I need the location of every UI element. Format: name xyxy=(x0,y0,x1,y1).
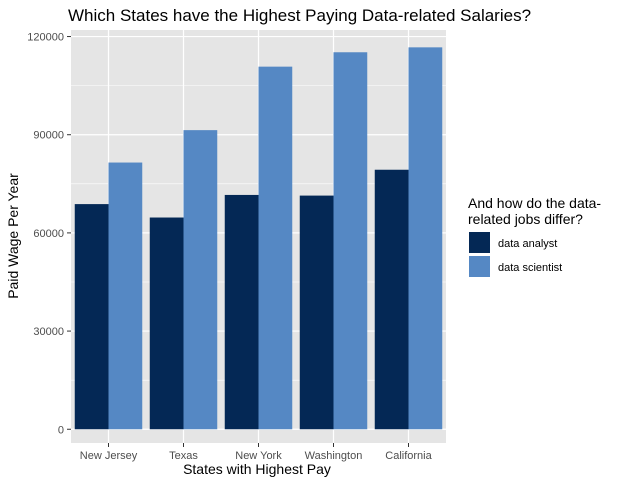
bar-data-scientist-california xyxy=(408,47,443,430)
bar-data-analyst-new-jersey xyxy=(74,204,109,430)
legend-title-line-1: And how do the data- xyxy=(468,195,601,211)
y-axis-title: Paid Wage Per Year xyxy=(5,173,21,299)
bar-data-analyst-washington xyxy=(299,195,334,430)
x-axis-title: States with Highest Pay xyxy=(183,461,331,477)
x-axis: New Jersey Texas New York Washington Califor… xyxy=(80,443,433,462)
bar-data-analyst-new-york xyxy=(224,194,259,430)
bars xyxy=(74,47,443,430)
legend-title-line-2: related jobs differ? xyxy=(468,211,583,227)
bar-data-scientist-washington xyxy=(333,52,368,430)
legend-key-data-scientist xyxy=(469,256,490,277)
x-tick-label: Texas xyxy=(169,450,198,462)
legend: And how do the data- related jobs differ… xyxy=(468,195,601,277)
x-tick-label: New York xyxy=(235,450,282,462)
bar-data-scientist-texas xyxy=(183,130,218,430)
chart-title: Which States have the Highest Paying Dat… xyxy=(68,6,531,25)
x-tick-label: California xyxy=(385,450,432,462)
y-tick-label: 30000 xyxy=(33,326,64,338)
y-tick-label: 0 xyxy=(58,424,64,436)
legend-label-data-analyst: data analyst xyxy=(498,238,557,250)
y-tick-label: 120000 xyxy=(27,32,64,44)
bar-data-scientist-new-jersey xyxy=(108,162,143,430)
y-tick-label: 60000 xyxy=(33,228,64,240)
y-axis: 0 30000 60000 90000 120000 xyxy=(27,32,71,436)
y-tick-label: 90000 xyxy=(33,130,64,142)
bar-data-analyst-california xyxy=(374,169,409,430)
bar-data-scientist-new-york xyxy=(258,66,293,430)
x-tick-label: Washington xyxy=(305,450,363,462)
legend-key-data-analyst xyxy=(469,232,490,253)
x-tick-label: New Jersey xyxy=(80,450,138,462)
legend-label-data-scientist: data scientist xyxy=(498,262,562,274)
bar-data-analyst-texas xyxy=(149,217,184,430)
